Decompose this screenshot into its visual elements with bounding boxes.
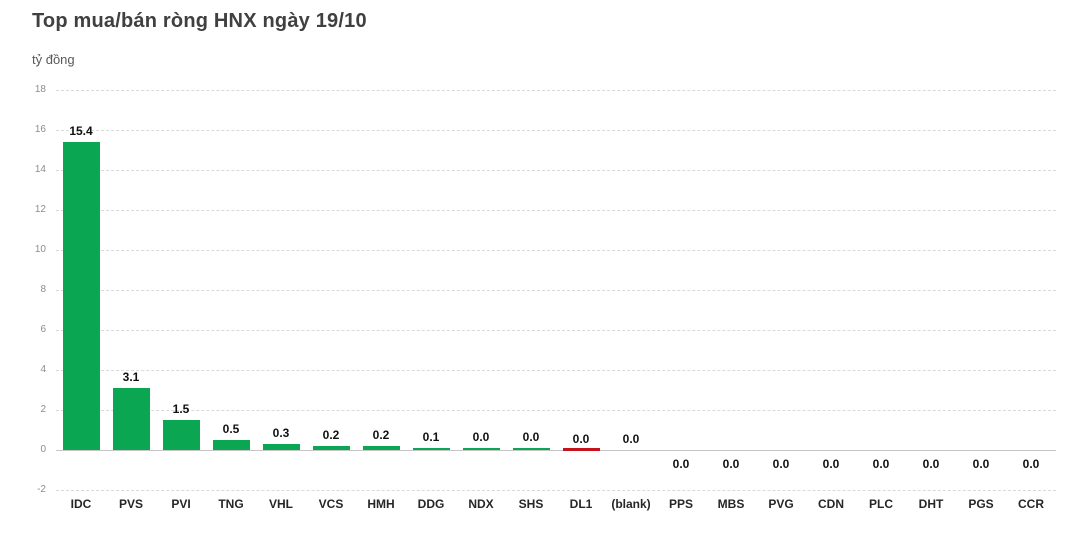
value-label-PVG: 0.0 [772,457,790,471]
value-label-PPS: 0.0 [672,457,690,471]
value-label-PGS: 0.0 [972,457,990,471]
value-label-CCR: 0.0 [1022,457,1040,471]
category-label-PVG: PVG [768,497,794,511]
value-label-SHS: 0.0 [522,430,540,444]
y-axis-tick-label: -2 [37,484,46,495]
y-axis-tick-label: 6 [40,324,46,335]
category-label-DHT: DHT [918,497,944,511]
category-label-PVS: PVS [118,497,143,511]
gridline [56,410,1056,411]
bar-SHS [512,448,550,450]
gridline [56,490,1056,491]
y-axis-tick-label: 2 [40,404,46,415]
gridline [56,90,1056,91]
category-label-SHS: SHS [518,497,544,511]
category-label-CDN: CDN [818,497,844,511]
value-label-DL1: 0.0 [572,432,590,446]
value-label-VCS: 0.2 [322,428,340,442]
value-label-HMH: 0.2 [372,428,390,442]
bar-VCS [312,446,350,450]
category-label-PVI: PVI [171,497,191,511]
value-label-PLC: 0.0 [872,457,890,471]
zero-gridline [56,450,1056,451]
gridline [56,330,1056,331]
category-label-PPS: PPS [668,497,693,511]
value-label-MBS: 0.0 [722,457,740,471]
value-label-(blank): 0.0 [622,432,640,446]
value-label-DHT: 0.0 [922,457,940,471]
bar-PVI [162,420,200,450]
value-label-TNG: 0.5 [222,422,240,436]
category-label-DL1: DL1 [569,497,593,511]
category-label-VHL: VHL [269,497,293,511]
value-label-PVS: 3.1 [122,370,140,384]
bar-TNG [212,440,250,450]
category-label-(blank): (blank) [611,497,651,511]
value-label-VHL: 0.3 [272,426,290,440]
gridline [56,250,1056,251]
category-label-CCR: CCR [1018,497,1044,511]
gridline [56,130,1056,131]
category-label-IDC: IDC [70,497,92,511]
y-axis-tick-label: 18 [34,84,46,95]
gridline [56,210,1056,211]
bar-DL1 [562,448,600,451]
category-label-NDX: NDX [468,497,494,511]
bar-NDX [462,448,500,450]
value-label-IDC: 15.4 [69,124,93,138]
y-axis-tick-label: 12 [34,204,46,215]
gridline [56,370,1056,371]
chart-unit-label: tỷ đồng [32,52,75,67]
bar-PVS [112,388,150,450]
value-label-DDG: 0.1 [422,430,440,444]
gridline [56,290,1056,291]
category-label-DDG: DDG [417,497,445,511]
category-label-PLC: PLC [869,497,893,511]
value-label-NDX: 0.0 [472,430,490,444]
value-label-CDN: 0.0 [822,457,840,471]
category-label-PGS: PGS [968,497,994,511]
value-label-PVI: 1.5 [172,402,190,416]
category-label-VCS: VCS [318,497,344,511]
bar-HMH [362,446,400,450]
category-label-TNG: TNG [218,497,244,511]
y-axis-tick-label: 8 [40,284,46,295]
bar-DDG [412,448,450,450]
y-axis-tick-label: 10 [34,244,46,255]
bar-VHL [262,444,300,450]
chart-title: Top mua/bán ròng HNX ngày 19/10 [32,10,367,32]
category-label-MBS: MBS [717,497,745,511]
y-axis-tick-label: 14 [34,164,46,175]
y-axis-tick-label: 4 [40,364,46,375]
gridline [56,170,1056,171]
y-axis-tick-label: 0 [40,444,46,455]
y-axis-tick-label: 16 [34,124,46,135]
category-label-HMH: HMH [367,497,395,511]
bar-IDC [62,142,100,450]
